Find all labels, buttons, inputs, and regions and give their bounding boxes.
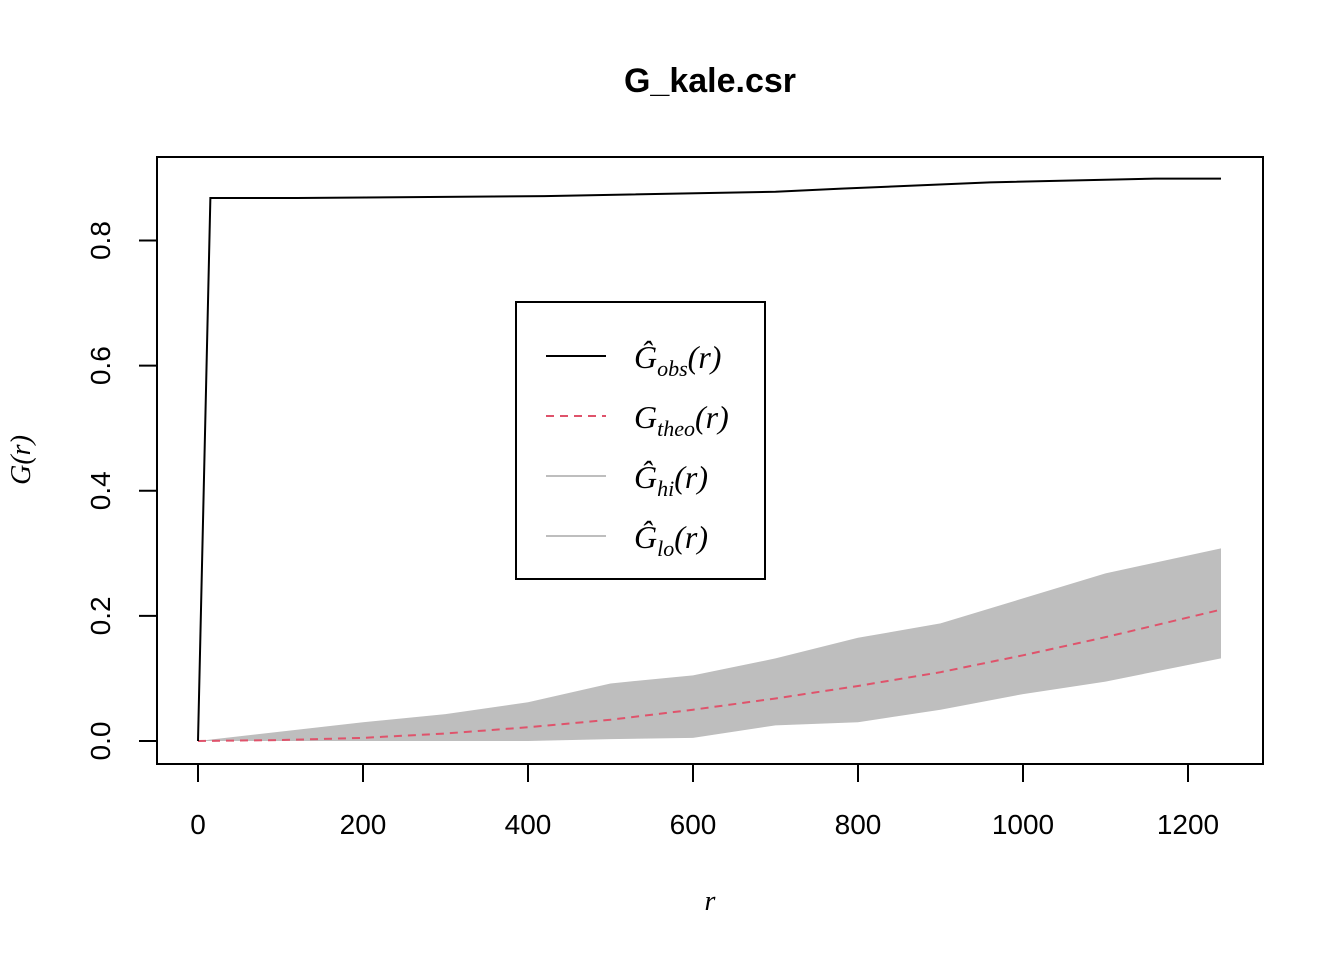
- x-axis: 0 200 400 600 800 1000 1200: [190, 763, 1219, 840]
- legend-label-sub: hi: [657, 476, 674, 501]
- legend-label-main: Ĝ: [634, 459, 657, 495]
- x-axis-label: r: [705, 886, 716, 917]
- y-tick-label: 0.0: [85, 722, 116, 761]
- legend-label-sub: lo: [657, 536, 674, 561]
- x-tick-label: 1200: [1157, 809, 1219, 840]
- x-tick-label: 1000: [992, 809, 1054, 840]
- y-tick-label: 0.4: [85, 471, 116, 510]
- x-tick-label: 400: [505, 809, 552, 840]
- envelope-band-layer: [198, 548, 1221, 741]
- legend-label-main: Ĝ: [634, 339, 657, 375]
- y-tick-label: 0.8: [85, 221, 116, 260]
- legend: Ĝobs(r)Gtheo(r)Ĝhi(r)Ĝlo(r): [515, 301, 766, 580]
- legend-label-main: Ĝ: [634, 519, 657, 555]
- y-axis: 0.0 0.2 0.4 0.6 0.8: [85, 221, 158, 761]
- legend-label-sub: obs: [657, 356, 688, 381]
- y-tick-label: 0.6: [85, 346, 116, 385]
- y-axis-label: G(r): [6, 435, 37, 485]
- legend-label-tail: (r): [674, 459, 708, 495]
- legend-label-tail: (r): [688, 339, 722, 375]
- series-layer: [197, 177, 1222, 742]
- x-tick-label: 600: [670, 809, 717, 840]
- x-tick-label: 800: [835, 809, 882, 840]
- legend-label-sub: theo: [657, 416, 695, 441]
- legend-label-hi: Ĝhi(r): [634, 459, 708, 501]
- x-tick-label: 200: [340, 809, 387, 840]
- legend-label-tail: (r): [695, 399, 729, 435]
- legend-label-obs: Ĝobs(r): [634, 339, 721, 381]
- series-line-theo: [197, 608, 1222, 742]
- envelope-band: [198, 548, 1221, 741]
- legend-label-tail: (r): [674, 519, 708, 555]
- legend-label-theo: Gtheo(r): [634, 399, 729, 441]
- chart-title: G_kale.csr: [624, 62, 796, 100]
- legend-box: [515, 301, 766, 580]
- legend-label-lo: Ĝlo(r): [634, 519, 708, 561]
- series-line-obs: [197, 177, 1221, 742]
- x-tick-label: 0: [190, 809, 206, 840]
- y-tick-label: 0.2: [85, 596, 116, 635]
- legend-label-main: G: [634, 399, 657, 435]
